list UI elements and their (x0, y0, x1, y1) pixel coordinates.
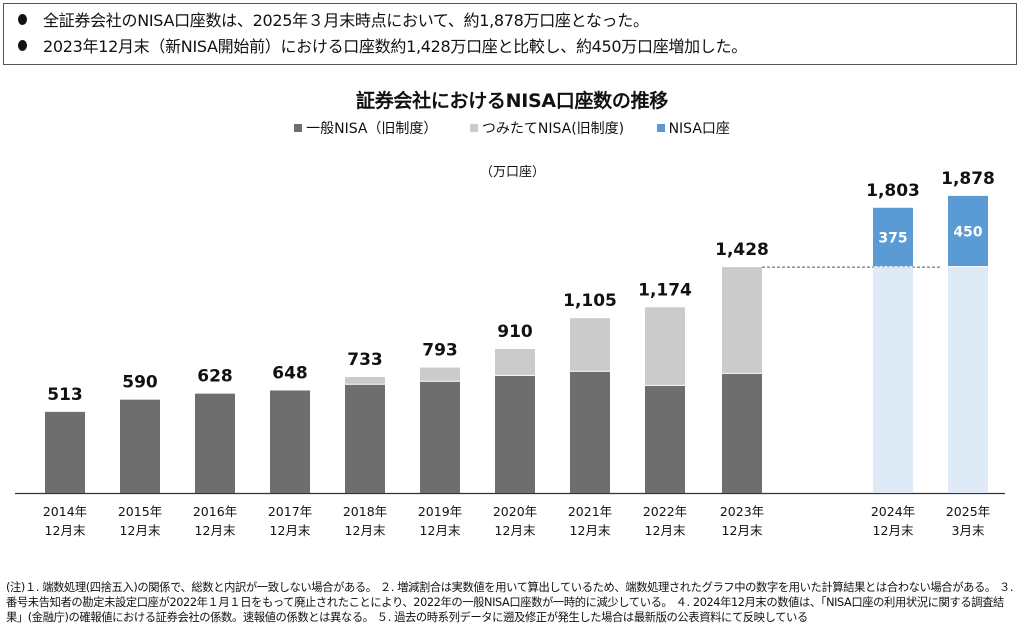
x-tick-label: 12月末 (873, 523, 914, 538)
x-tick-label: 2019年 (418, 504, 462, 519)
bar-nisa-base (873, 267, 913, 493)
bar-general-nisa (420, 381, 460, 493)
legend-label: つみたてNISA(旧制度) (481, 121, 625, 137)
x-tick-label: 2015年 (118, 504, 162, 519)
bar-general-nisa (570, 371, 610, 493)
legend-item-tsumitate: つみたてNISA(旧制度) (469, 118, 625, 138)
x-tick-label: 2018年 (343, 504, 387, 519)
bar-general-nisa (722, 373, 762, 493)
bar-nisa-increment (873, 207, 913, 267)
bar-general-nisa (345, 384, 385, 493)
x-tick-label: 2017年 (268, 504, 312, 519)
chart-legend: 一般NISA（旧制度） つみたてNISA(旧制度) NISA口座 (0, 118, 1024, 138)
summary-text: 全証券会社のNISA口座数は、2025年３月末時点において、約1,878万口座と… (43, 11, 649, 30)
summary-text: 2023年12月末（新NISA開始前）における口座数約1,428万口座と比較し、… (43, 37, 747, 56)
x-tick-label: 2023年 (720, 504, 764, 519)
total-label: 1,428 (715, 240, 769, 260)
x-tick-label: 12月末 (45, 523, 86, 538)
x-tick-label: 12月末 (722, 523, 763, 538)
legend-swatch (469, 124, 478, 132)
bar-nisa-base (948, 267, 988, 493)
bar-general-nisa (270, 390, 310, 493)
total-label: 793 (422, 341, 458, 361)
bar-tsumitate-nisa (722, 267, 762, 373)
bar-general-nisa (495, 375, 535, 493)
bar-tsumitate-nisa (570, 318, 610, 371)
unit-label: （万口座） (480, 165, 546, 180)
legend-swatch (656, 124, 665, 132)
x-tick-label: 2020年 (493, 504, 537, 519)
legend-label: 一般NISA（旧制度） (306, 121, 438, 137)
bar-chart: 513 2014年 12月末 590 2015年 12月末 628 2016年 12月末 648 2… (15, 169, 1005, 538)
x-tick-label: 12月末 (120, 523, 161, 538)
bar-tsumitate-nisa (645, 307, 685, 385)
bar-nisa-increment (948, 195, 988, 267)
legend-label: NISA口座 (668, 121, 730, 137)
increment-label: 450 (953, 224, 982, 240)
total-label: 628 (197, 367, 233, 387)
summary-line: 全証券会社のNISA口座数は、2025年３月末時点において、約1,878万口座と… (18, 8, 1016, 34)
legend-item-general: 一般NISA（旧制度） (294, 118, 437, 138)
total-label: 1,174 (638, 280, 692, 300)
x-tick-label: 2014年 (43, 504, 87, 519)
summary-box: 全証券会社のNISA口座数は、2025年３月末時点において、約1,878万口座と… (3, 3, 1017, 65)
total-label: 733 (347, 350, 383, 370)
x-tick-label: 2016年 (193, 504, 237, 519)
chart-title: 証券会社におけるNISA口座数の推移 (356, 90, 668, 112)
legend-swatch (294, 124, 303, 132)
total-label: 648 (272, 363, 308, 383)
x-tick-label: 12月末 (345, 523, 386, 538)
increment-label: 375 (878, 230, 907, 246)
x-tick-label: 2024年 (871, 504, 915, 519)
total-label: 1,878 (941, 169, 995, 189)
x-tick-label: 2021年 (568, 504, 612, 519)
bar-tsumitate-nisa (420, 367, 460, 381)
x-tick-label: 12月末 (420, 523, 461, 538)
x-tick-label: 12月末 (270, 523, 311, 538)
total-label: 1,803 (866, 181, 920, 201)
x-tick-label: 12月末 (645, 523, 686, 538)
bullet-icon (18, 14, 27, 25)
bar-general-nisa (645, 385, 685, 493)
total-label: 910 (497, 322, 533, 342)
x-tick-label: 12月末 (495, 523, 536, 538)
bar-tsumitate-nisa (495, 349, 535, 375)
bar-general-nisa (195, 393, 235, 493)
bar-general-nisa (45, 411, 85, 493)
x-tick-label: 3月末 (952, 523, 985, 538)
x-tick-label: 12月末 (195, 523, 236, 538)
x-tick-label: 12月末 (570, 523, 611, 538)
total-label: 1,105 (563, 291, 617, 311)
x-tick-label: 2022年 (643, 504, 687, 519)
bar-general-nisa (120, 399, 160, 493)
total-label: 513 (47, 385, 83, 405)
x-tick-label: 2025年 (946, 504, 990, 519)
footnotes: (注)１. 端数処理(四捨五入)の関係で、総数と内訳が一致しない場合がある。 ２… (6, 581, 1014, 624)
legend-item-nisa: NISA口座 (656, 118, 730, 138)
bullet-icon (18, 40, 27, 51)
bar-tsumitate-nisa (345, 377, 385, 384)
summary-line: 2023年12月末（新NISA開始前）における口座数約1,428万口座と比較し、… (18, 34, 1016, 60)
total-label: 590 (122, 373, 158, 393)
